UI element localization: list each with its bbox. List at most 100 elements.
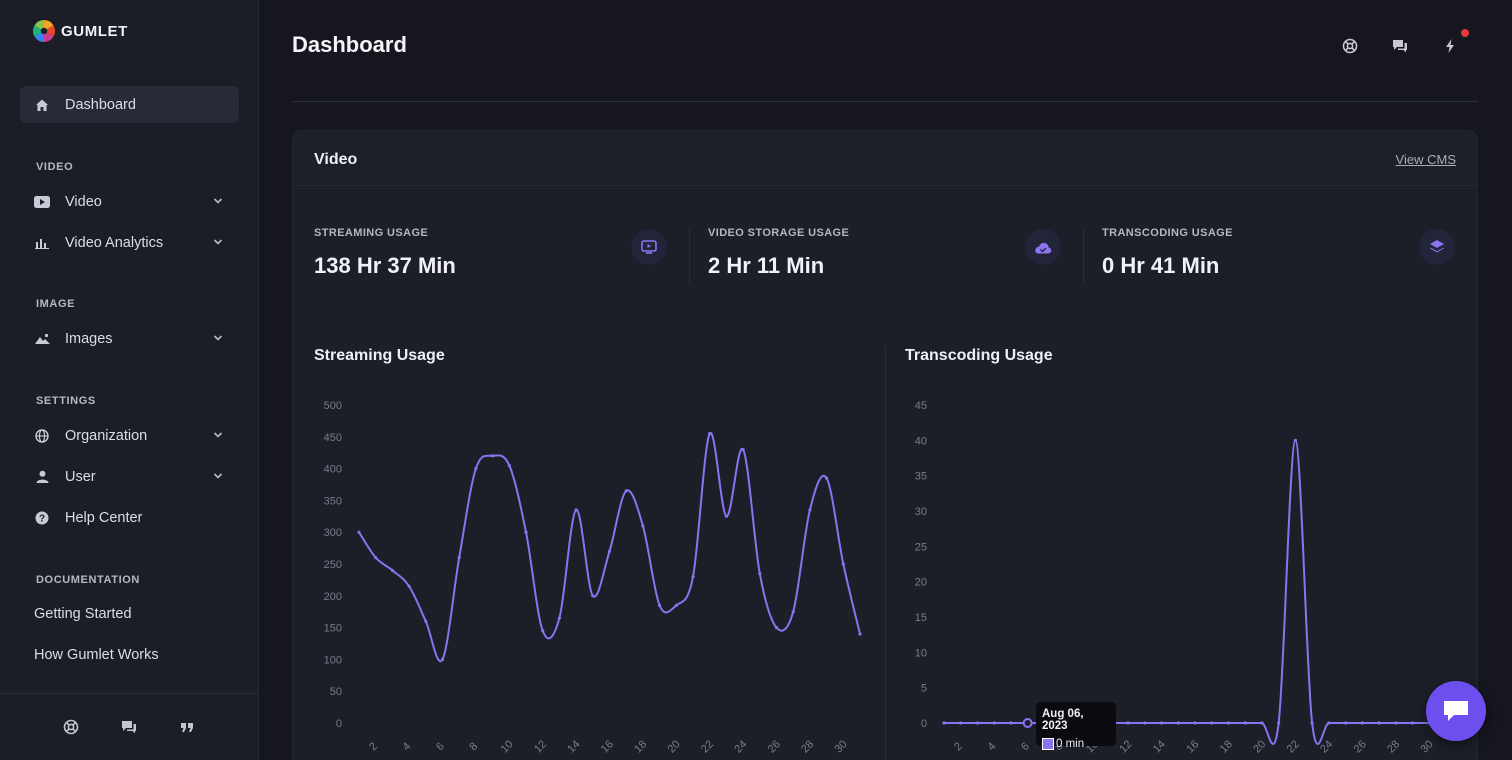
data-point[interactable] [724,514,728,518]
data-point[interactable] [1243,721,1247,725]
support-icon[interactable] [1342,38,1358,54]
data-point[interactable] [557,616,561,620]
cloud-icon [1025,229,1061,265]
data-point[interactable] [774,626,779,630]
data-point[interactable] [624,489,628,493]
data-point[interactable] [808,508,812,512]
data-point[interactable] [424,619,428,623]
x-tick-label: 6 [434,740,447,753]
data-point[interactable] [457,556,461,560]
sidebar-item-help-center[interactable]: ? Help Center [20,499,239,536]
chevron-down-icon[interactable] [213,237,223,247]
data-point[interactable] [1377,721,1381,725]
data-point[interactable] [1226,721,1231,725]
data-point[interactable] [741,447,745,452]
data-point[interactable] [374,556,378,560]
data-point[interactable] [1260,721,1264,725]
data-point[interactable] [658,603,662,607]
data-point[interactable] [825,476,829,480]
data-point[interactable] [1193,721,1197,725]
data-point[interactable] [758,571,762,576]
data-point[interactable] [1210,721,1214,725]
x-tick-label: 28 [799,738,816,755]
chevron-down-icon[interactable] [213,333,223,343]
stat-divider [1083,229,1084,285]
data-point[interactable] [992,721,996,725]
data-point[interactable] [541,629,545,633]
data-point[interactable] [1022,718,1033,728]
data-point[interactable] [1293,438,1297,442]
data-point[interactable] [975,721,980,725]
y-tick-label: 30 [915,506,927,518]
view-cms-link[interactable]: View CMS [1395,152,1456,167]
chat-bubble-icon [1444,701,1468,721]
data-point[interactable] [507,463,511,468]
sidebar-item-video[interactable]: Video [20,183,239,220]
sidebar-item-organization[interactable]: Organization [20,417,239,454]
data-point[interactable] [841,562,845,566]
data-point[interactable] [791,610,795,614]
data-point[interactable] [524,530,528,534]
data-point[interactable] [942,721,946,725]
data-point[interactable] [674,603,678,607]
x-tick-label: 10 [499,738,516,755]
sidebar-item-user[interactable]: User [20,458,239,495]
y-tick-label: 150 [324,623,342,635]
data-point[interactable] [1410,721,1415,725]
sidebar-item-images[interactable]: Images [20,320,239,357]
data-point[interactable] [1310,721,1314,725]
data-point[interactable] [708,432,712,436]
data-point[interactable] [607,549,612,553]
y-tick-label: 5 [921,683,927,695]
data-point[interactable] [1143,721,1147,725]
data-point[interactable] [440,657,445,661]
data-point[interactable] [591,594,595,598]
data-point[interactable] [1394,721,1398,725]
data-point[interactable] [474,467,478,471]
support-icon[interactable] [63,719,79,735]
doc-link-how-gumlet-works[interactable]: How Gumlet Works [34,647,159,663]
card-title: Video [314,151,358,168]
data-point[interactable] [691,575,695,579]
x-tick-label: 6 [1019,740,1032,753]
data-point[interactable] [858,632,862,636]
data-point[interactable] [1159,721,1164,725]
gumlet-logo-icon [33,20,55,42]
sidebar-item-video-analytics[interactable]: Video Analytics [20,224,239,261]
data-point[interactable] [1327,721,1331,725]
tooltip-row: 0 min [1042,738,1110,750]
data-point[interactable] [357,530,361,534]
sidebar-item-dashboard[interactable]: Dashboard [20,86,239,123]
whats-new-button[interactable] [1442,28,1470,54]
chevron-down-icon[interactable] [213,471,223,481]
y-tick-label: 10 [915,647,927,659]
x-tick-label: 20 [1251,738,1268,755]
brand-logo[interactable]: GUMLET [33,20,128,42]
data-point[interactable] [390,568,394,572]
data-point[interactable] [1009,721,1013,725]
data-point[interactable] [959,721,963,725]
chat-icon[interactable] [121,719,137,735]
data-point[interactable] [574,508,578,512]
data-point[interactable] [1344,721,1348,725]
chevron-down-icon[interactable] [213,430,223,440]
section-label-video: VIDEO [36,161,74,173]
data-point[interactable] [1277,721,1281,725]
x-tick-label: 20 [666,738,683,755]
x-tick-label: 18 [1218,738,1235,755]
data-point[interactable] [407,584,411,588]
sidebar-item-label: Video Analytics [65,234,164,251]
data-point[interactable] [491,454,495,458]
svg-text:?: ? [39,513,45,524]
data-point[interactable] [1176,721,1180,725]
data-point[interactable] [1126,721,1130,725]
chat-icon[interactable] [1392,38,1408,54]
streaming-chart-title: Streaming Usage [314,347,445,364]
data-point[interactable] [641,524,645,528]
quote-icon[interactable] [179,719,195,735]
y-tick-label: 15 [915,612,927,624]
doc-link-getting-started[interactable]: Getting Started [34,606,132,622]
data-point[interactable] [1360,721,1364,725]
chevron-down-icon[interactable] [213,196,223,206]
live-chat-button[interactable] [1426,681,1486,741]
